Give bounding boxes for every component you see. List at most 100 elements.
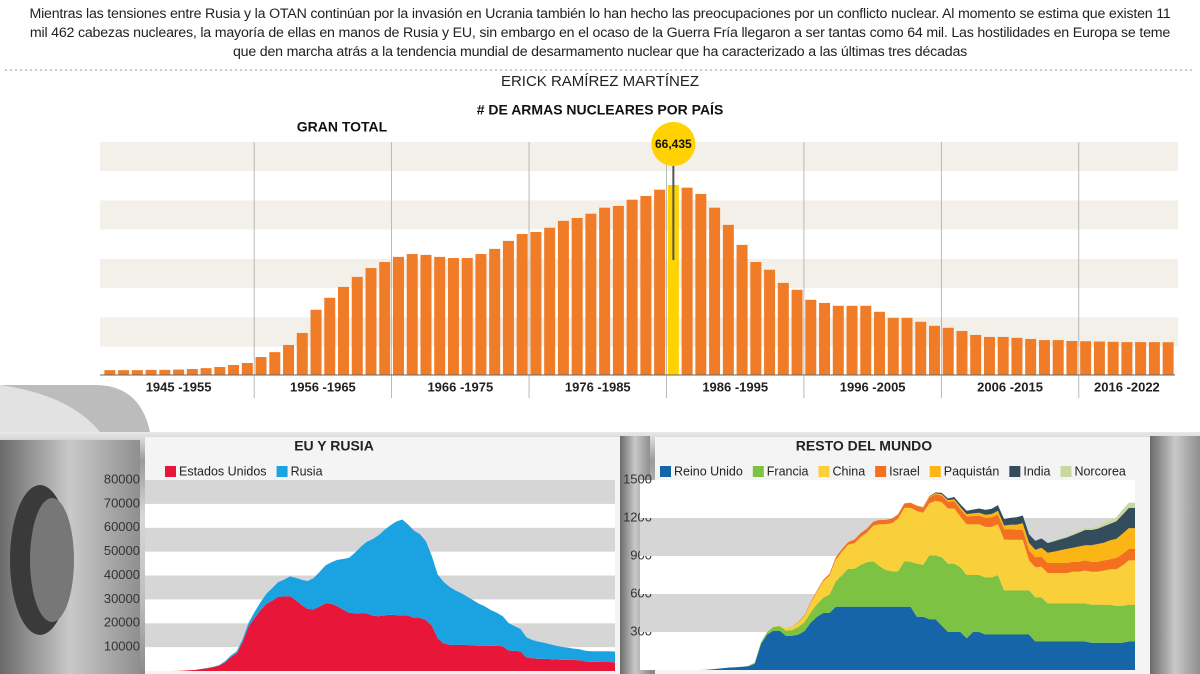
bar: [901, 317, 913, 375]
y-tick-label: 40000: [104, 567, 140, 582]
bar: [516, 234, 528, 375]
legend-label: Estados Unidos: [179, 464, 267, 478]
bar: [846, 305, 858, 375]
y-tick-label: 80000: [104, 471, 140, 486]
y-tick-label: 1500: [623, 471, 652, 486]
group-label: 1986 -1995: [702, 379, 768, 394]
main-title: # DE ARMAS NUCLEARES POR PAÍS: [477, 102, 724, 118]
bar: [173, 369, 185, 375]
group-label: 1976 -1985: [565, 379, 631, 394]
bar: [1038, 340, 1050, 375]
bar: [1107, 341, 1119, 375]
bar: [502, 240, 514, 375]
bar: [956, 330, 968, 375]
y-tick-label: 20000: [104, 615, 140, 630]
y-tick-label: 10000: [104, 639, 140, 654]
bar: [1052, 340, 1064, 375]
legend-swatch: [165, 466, 176, 477]
legend-label: Rusia: [291, 464, 323, 478]
legend-swatch: [875, 466, 887, 477]
bar: [571, 217, 583, 375]
bar: [1066, 340, 1078, 375]
bar: [159, 369, 171, 375]
bar: [1135, 342, 1147, 375]
area: [655, 494, 1135, 670]
bar: [1121, 342, 1133, 375]
group-label: 1956 -1965: [290, 379, 356, 394]
bar: [310, 309, 322, 375]
group-label: 1966 -1975: [427, 379, 493, 394]
bar: [338, 286, 350, 375]
bar: [750, 262, 762, 375]
bar: [640, 195, 652, 375]
bar: [461, 258, 473, 375]
legend-label: Francia: [767, 464, 809, 478]
area: [160, 519, 615, 671]
bar: [1080, 341, 1092, 375]
bar: [557, 220, 569, 375]
group-label: 2006 -2015: [977, 379, 1043, 394]
bar: [585, 213, 597, 375]
area: [160, 596, 615, 671]
bar: [214, 366, 226, 375]
bar: [365, 268, 377, 375]
bar: [736, 244, 748, 375]
bar: [997, 336, 1009, 375]
area: [655, 500, 1135, 670]
panel-title: RESTO DEL MUNDO: [796, 438, 932, 454]
legend-swatch: [276, 466, 288, 477]
bar: [145, 369, 157, 375]
bg-stripe: [100, 259, 1178, 288]
bar: [186, 368, 198, 375]
area: [655, 555, 1135, 670]
bar: [434, 256, 446, 375]
bar: [475, 254, 487, 375]
author: ERICK RAMÍREZ MARTÍNEZ: [501, 73, 699, 90]
legend-swatch: [752, 466, 764, 477]
bar: [1162, 342, 1174, 375]
y-tick-label: 30000: [104, 591, 140, 606]
bar: [255, 356, 267, 375]
bar: [791, 289, 803, 375]
bar: [379, 262, 391, 375]
bar: [860, 305, 872, 375]
bar: [612, 205, 624, 375]
bar: [983, 336, 995, 375]
bar: [447, 258, 459, 375]
legend-label: Reino Unido: [674, 464, 743, 478]
group-label: 1996 -2005: [840, 379, 906, 394]
bar: [667, 185, 679, 375]
legend-swatch: [1009, 466, 1021, 477]
grid-band: [145, 480, 615, 504]
missile-nozzle-inner: [30, 498, 74, 622]
bar-title: GRAN TOTAL: [297, 119, 388, 135]
missile-fin-light: [0, 385, 100, 432]
intro: Mientras las tensiones entre Rusia y la …: [29, 6, 1171, 60]
bar: [1025, 338, 1037, 375]
grid-band: [640, 480, 1135, 518]
bar: [695, 193, 707, 375]
bar: [489, 248, 501, 375]
value-label: 66,435: [655, 137, 692, 151]
bar: [764, 269, 776, 375]
bar: [599, 207, 611, 375]
bar: [942, 327, 954, 375]
bar: [654, 189, 666, 375]
bar: [722, 224, 734, 375]
bar: [1148, 342, 1160, 375]
group-label: 1945 -1955: [146, 379, 212, 394]
label-badge: [651, 122, 696, 166]
bar: [874, 311, 886, 375]
legend-swatch: [929, 466, 941, 477]
bar: [777, 282, 789, 375]
legend-label: Norcorea: [1074, 464, 1125, 478]
bar: [626, 199, 638, 375]
legend-label: Paquistán: [944, 464, 1000, 478]
bar: [324, 297, 336, 375]
bar: [296, 332, 308, 375]
legend-swatch: [1060, 466, 1072, 477]
bar: [805, 299, 817, 375]
bar: [915, 321, 927, 375]
